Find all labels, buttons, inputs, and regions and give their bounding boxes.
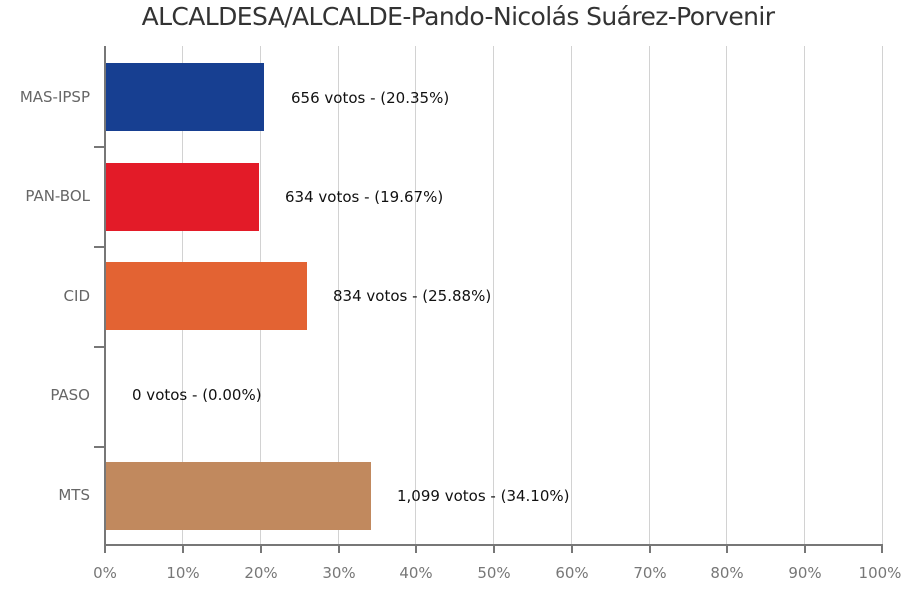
y-tick — [94, 246, 105, 248]
x-tick-label: 80% — [710, 564, 744, 582]
gridline — [649, 46, 650, 545]
x-tick — [493, 545, 495, 553]
bar-pan-bol[interactable] — [106, 163, 259, 231]
x-tick-label: 10% — [166, 564, 200, 582]
gridline — [726, 46, 727, 545]
category-label: PASO — [50, 386, 90, 404]
x-tick-label: 30% — [322, 564, 356, 582]
x-tick — [881, 545, 883, 553]
x-tick — [415, 545, 417, 553]
x-tick-label: 0% — [93, 564, 117, 582]
y-tick — [94, 346, 105, 348]
bar-mts[interactable] — [106, 462, 371, 530]
gridline — [882, 46, 883, 545]
gridline — [571, 46, 572, 545]
x-tick — [182, 545, 184, 553]
category-label: PAN-BOL — [25, 187, 90, 205]
x-tick — [260, 545, 262, 553]
gridline — [493, 46, 494, 545]
x-tick-label: 60% — [555, 564, 589, 582]
x-tick — [649, 545, 651, 553]
x-tick-label: 90% — [788, 564, 822, 582]
gridline — [415, 46, 416, 545]
data-label: 634 votos - (19.67%) — [285, 188, 444, 206]
x-tick-label: 50% — [477, 564, 511, 582]
x-tick — [804, 545, 806, 553]
gridline — [338, 46, 339, 545]
x-tick — [571, 545, 573, 553]
category-label: CID — [63, 287, 90, 305]
y-axis — [104, 46, 106, 546]
x-tick-label: 70% — [633, 564, 667, 582]
x-tick — [338, 545, 340, 553]
x-tick-label: 20% — [244, 564, 278, 582]
x-tick — [726, 545, 728, 553]
x-tick-label: 40% — [399, 564, 433, 582]
bar-mas-ipsp[interactable] — [106, 63, 265, 131]
bar-cid[interactable] — [106, 262, 308, 330]
data-label: 656 votos - (20.35%) — [291, 89, 450, 107]
chart-title: ALCALDESA/ALCALDE-Pando-Nicolás Suárez-P… — [141, 2, 775, 31]
category-label: MTS — [58, 486, 90, 504]
data-label: 834 votos - (25.88%) — [333, 287, 492, 305]
x-tick — [104, 545, 106, 553]
data-label: 0 votos - (0.00%) — [132, 386, 262, 404]
y-tick — [94, 446, 105, 448]
gridline — [804, 46, 805, 545]
y-tick — [94, 146, 105, 148]
data-label: 1,099 votos - (34.10%) — [397, 487, 570, 505]
category-label: MAS-IPSP — [19, 88, 90, 106]
x-tick-label: 100% — [858, 564, 902, 582]
